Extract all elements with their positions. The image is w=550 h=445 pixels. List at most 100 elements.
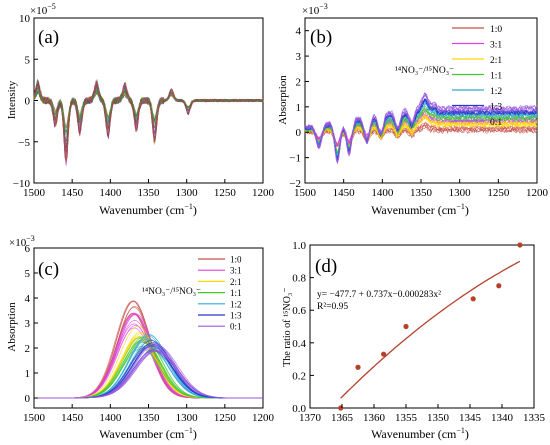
band-line <box>34 349 263 398</box>
x-tick-label: 1250 <box>487 187 510 199</box>
y-tick-label: 1.0 <box>292 240 306 252</box>
legend-label: 1:3 <box>490 103 502 113</box>
y-tick-label: 0 <box>296 127 302 139</box>
plot-frame-c <box>34 248 263 408</box>
y-tick-label: −5 <box>18 137 30 149</box>
data-point <box>496 283 501 288</box>
x-tick-label: 1350 <box>138 412 161 424</box>
y-tick-label: 10 <box>19 13 31 25</box>
band-line <box>34 313 263 398</box>
legend-label: 1:1 <box>490 72 502 82</box>
legend-label: 3:1 <box>230 266 242 276</box>
x-tick-label: 1360 <box>363 412 386 424</box>
y-tick-label: 0.8 <box>292 273 306 285</box>
series-group-c <box>34 301 263 398</box>
fit-curve <box>341 261 520 398</box>
x-tick-label: 1200 <box>252 412 275 424</box>
band-line <box>34 301 263 398</box>
y-tick-label: 3 <box>25 318 31 330</box>
panel-label-a: (a) <box>38 27 59 48</box>
legend-label: 0:1 <box>230 322 242 332</box>
band-line <box>34 351 263 398</box>
x-tick-label: 1300 <box>449 187 472 199</box>
y-tick-label: 2 <box>25 343 31 355</box>
x-tick-label: 1200 <box>252 187 275 199</box>
data-point <box>381 352 386 357</box>
band-line <box>34 313 263 398</box>
x-tick-label: 1300 <box>176 412 199 424</box>
y-axis-label-b: Absorption <box>277 75 289 125</box>
data-point <box>355 365 360 370</box>
band-line <box>34 341 263 398</box>
x-tick-label: 1365 <box>331 412 354 424</box>
series-group-b <box>305 93 537 163</box>
x-axis-label-c: Wavenumber (cm−1) <box>99 426 197 441</box>
y-tick-label: 5 <box>25 54 31 66</box>
legend-title-c: ¹⁴NO₃⁻/¹⁵NO₃⁻ <box>142 287 201 297</box>
y-tick-label: 6 <box>25 243 31 255</box>
data-point <box>338 405 343 410</box>
band-line <box>34 351 263 398</box>
x-tick-label: 1200 <box>526 187 549 199</box>
band-line <box>34 314 263 398</box>
data-point <box>471 296 476 301</box>
x-tick-label: 1450 <box>61 412 84 424</box>
y-tick-label: −1 <box>289 153 301 165</box>
band-line <box>34 340 263 398</box>
legend-label: 1:2 <box>490 87 502 97</box>
y-axis-label-a: Intensity <box>6 80 18 119</box>
multiplier-b: ×10−3 <box>302 2 328 17</box>
legend-label: 1:0 <box>230 255 242 265</box>
y-tick-label: −2 <box>289 178 301 190</box>
x-tick-label: 1300 <box>176 187 199 199</box>
x-tick-label: 1250 <box>214 187 237 199</box>
legend-label: 1:0 <box>490 25 502 35</box>
x-tick-label: 1400 <box>99 187 122 199</box>
data-point <box>517 242 522 247</box>
band-line <box>34 350 263 398</box>
legend-c: 1:03:12:11:11:2 1:30:1 <box>198 255 242 332</box>
x-axis-label-d: Wavenumber (cm−1) <box>371 426 469 441</box>
y-tick-label: 2 <box>296 76 302 88</box>
panel-d: (d) y= −477.7 + 0.737x−0.000283x² R²=0.9… <box>282 240 546 441</box>
band-line <box>34 314 263 398</box>
panel-label-d: (d) <box>315 256 337 277</box>
y-tick-label: 0 <box>25 96 31 108</box>
x-tick-label: 1450 <box>61 187 84 199</box>
legend-label: 1:3 <box>230 311 242 321</box>
x-tick-label: 1400 <box>99 412 122 424</box>
y-tick-label: 0.4 <box>292 338 306 350</box>
x-axis-label-b: Wavenumber (cm−1) <box>371 202 469 217</box>
legend-label: 0:1 <box>490 118 502 128</box>
fit-equation: y= −477.7 + 0.737x−0.000283x² <box>317 290 441 300</box>
panel-a: ×10−5 (a) 1500 1450 1400 1350 1300 1250 1200 10… <box>6 2 275 217</box>
band-line <box>34 301 263 398</box>
y-tick-label: 5 <box>25 268 31 280</box>
legend-label: 2:1 <box>230 277 242 287</box>
multiplier-c: ×10−3 <box>9 234 35 249</box>
legend-label: 1:1 <box>230 288 242 298</box>
band-line <box>34 315 263 398</box>
y-tick-label: 1 <box>25 368 31 380</box>
x-tick-label: 1250 <box>214 412 237 424</box>
panel-b: ×10−3 (b) 1500 1450 1400 1350 1300 1250 1200 4 3… <box>277 2 549 217</box>
band-line <box>34 350 263 398</box>
x-tick-label: 1450 <box>333 187 356 199</box>
legend-label: 2:1 <box>490 56 502 66</box>
x-tick-label: 1400 <box>371 187 394 199</box>
multiplier-a: ×10−5 <box>30 2 56 17</box>
x-tick-label: 1350 <box>138 187 161 199</box>
panel-c: ×10−3 (c) 1500 1450 1400 1350 1300 1250 1200 6 5… <box>6 234 275 441</box>
band-line <box>34 313 263 398</box>
legend-label: 3:1 <box>490 41 502 51</box>
y-tick-label: 0.0 <box>292 403 306 415</box>
y-tick-label: 0.2 <box>292 370 306 382</box>
x-tick-label: 1350 <box>410 187 433 199</box>
y-tick-label: −10 <box>13 178 31 190</box>
y-axis-label-c: Absorption <box>6 302 18 352</box>
y-tick-label: 0 <box>25 393 31 405</box>
band-line <box>34 348 263 398</box>
legend-label: 1:2 <box>230 299 242 309</box>
y-tick-label: 1 <box>296 102 302 114</box>
